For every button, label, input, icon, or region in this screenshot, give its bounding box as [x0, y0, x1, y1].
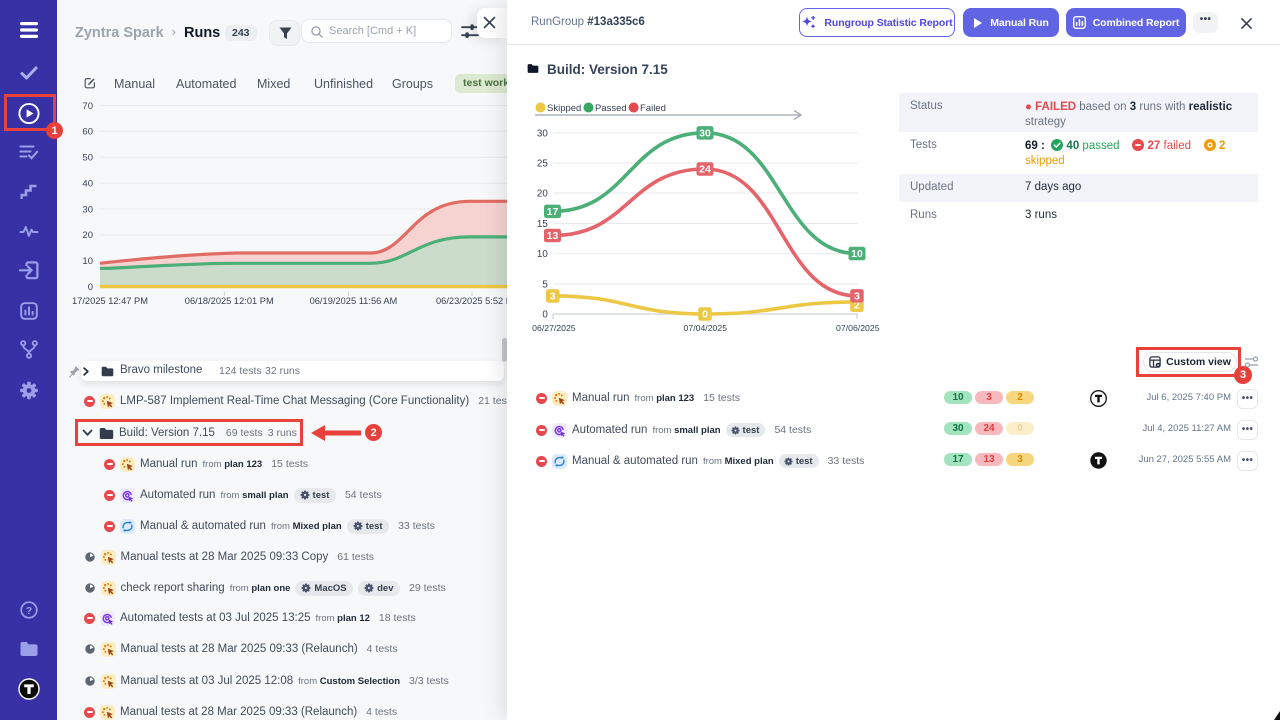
svg-text:0: 0: [88, 282, 93, 293]
svg-text:15: 15: [537, 219, 548, 230]
svg-text:30: 30: [699, 127, 711, 139]
svg-text:5: 5: [542, 280, 548, 291]
svg-text:50: 50: [82, 153, 93, 164]
svg-text:Passed: Passed: [595, 103, 627, 114]
svg-text:10: 10: [851, 248, 863, 260]
svg-text:07/04/2025: 07/04/2025: [684, 323, 728, 333]
svg-text:70: 70: [82, 101, 93, 112]
svg-text:20: 20: [537, 189, 548, 200]
svg-text:30: 30: [537, 129, 548, 140]
svg-text:06/18/2025 12:01 PM: 06/18/2025 12:01 PM: [185, 296, 274, 306]
svg-text:Failed: Failed: [640, 103, 666, 114]
svg-text:3: 3: [854, 290, 860, 302]
svg-text:10: 10: [537, 249, 548, 260]
svg-text:24: 24: [699, 164, 711, 176]
svg-text:06/19/2025 11:56 AM: 06/19/2025 11:56 AM: [310, 296, 398, 306]
svg-text:60: 60: [82, 127, 93, 138]
svg-text:07/06/2025: 07/06/2025: [836, 323, 880, 333]
svg-text:25: 25: [537, 159, 548, 170]
svg-text:3: 3: [550, 290, 556, 302]
svg-text:17/2025 12:47 PM: 17/2025 12:47 PM: [72, 296, 148, 306]
svg-text:06/27/2025: 06/27/2025: [532, 323, 576, 333]
svg-text:06/23/2025 5:52 P: 06/23/2025 5:52 P: [436, 296, 512, 306]
svg-text:13: 13: [547, 230, 559, 242]
svg-text:10: 10: [82, 256, 93, 267]
svg-text:2: 2: [854, 300, 860, 312]
svg-text:?: ?: [25, 605, 31, 617]
svg-text:40: 40: [82, 179, 93, 190]
svg-text:0: 0: [542, 310, 548, 321]
svg-text:Skipped: Skipped: [547, 103, 581, 114]
svg-text:30: 30: [82, 204, 93, 215]
svg-text:17: 17: [547, 206, 559, 218]
svg-text:0: 0: [702, 309, 708, 321]
svg-text:20: 20: [82, 230, 93, 241]
